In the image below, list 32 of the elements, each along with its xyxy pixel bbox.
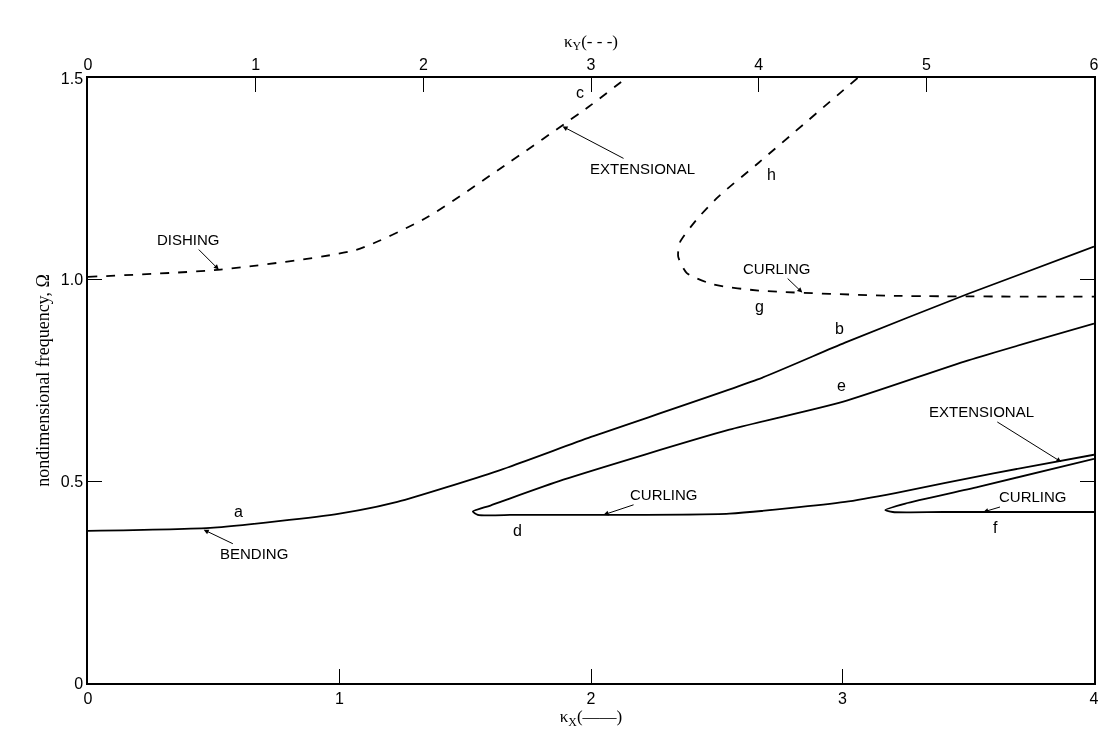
x-tick-label: 1 [335, 689, 345, 707]
annotation: a [234, 503, 243, 520]
y-tick-label: 1.0 [60, 271, 84, 289]
y-tick-label: 0.5 [60, 472, 84, 490]
annotation: DISHING [157, 231, 220, 248]
annotation: EXTENSIONAL [929, 403, 1035, 420]
x2-tick-label: 5 [921, 55, 931, 73]
x-tick-label: 4 [1089, 689, 1099, 707]
annotation: BENDING [220, 545, 289, 562]
annotation: c [576, 84, 584, 101]
x-tick-label: 2 [586, 689, 596, 707]
annotation: e [837, 377, 846, 394]
annotation: f [993, 519, 998, 536]
y-tick-label: 1.5 [60, 69, 84, 87]
x2-tick-label: 3 [586, 55, 596, 73]
x-tick-label: 3 [838, 689, 848, 707]
annotation: b [835, 320, 844, 337]
x-axis-title: κ$_{X}$(——) [559, 706, 623, 729]
y-axis-title: nondimensional frequency, Ω [33, 274, 54, 487]
annotation: d [513, 522, 522, 539]
x2-tick-label: 2 [418, 55, 428, 73]
x2-tick-label: 6 [1089, 55, 1099, 73]
x2-tick-label: 1 [251, 55, 261, 73]
annotation: CURLING [743, 260, 811, 277]
annotation: h [767, 166, 776, 183]
x2-axis-title: κ$_{Y}$(- - -) [564, 31, 618, 54]
annotation: CURLING [999, 488, 1067, 505]
y-tick-label: 0 [74, 674, 84, 692]
x2-tick-label: 4 [754, 55, 764, 73]
annotation: CURLING [630, 486, 698, 503]
annotation: EXTENSIONAL [590, 160, 696, 177]
annotation: g [755, 298, 764, 315]
